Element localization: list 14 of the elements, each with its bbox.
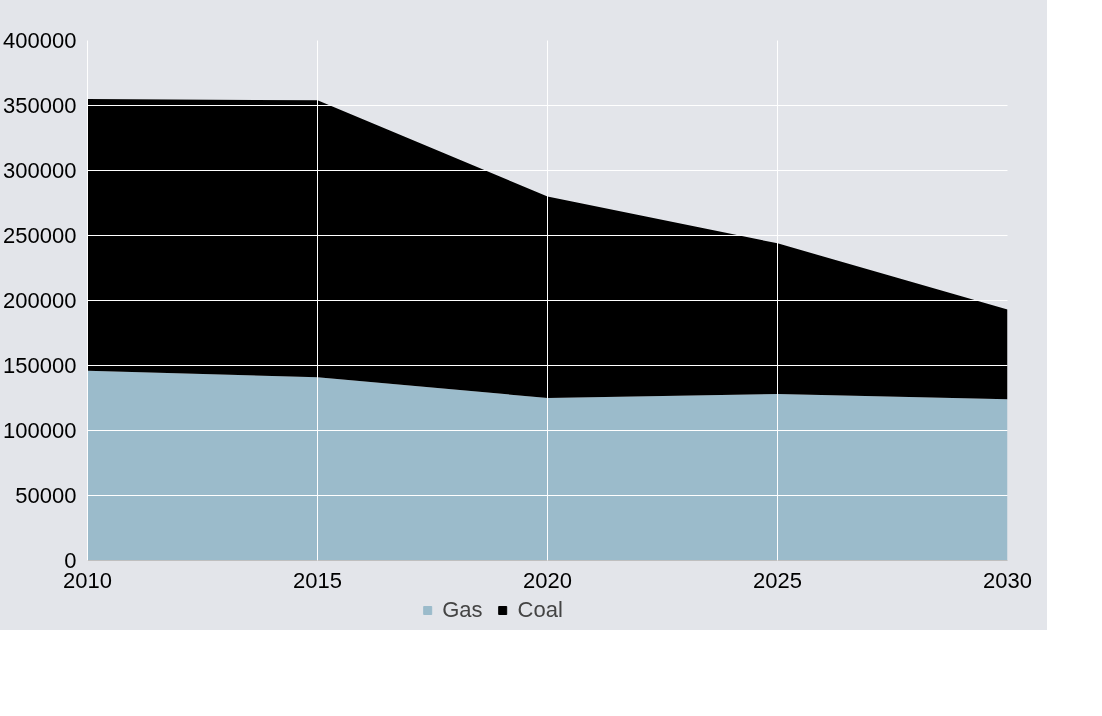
y-tick-label: 400000: [3, 28, 77, 53]
legend-label: Coal: [517, 597, 563, 623]
legend-label: Gas: [442, 597, 483, 623]
y-tick-label: 50000: [15, 483, 77, 508]
y-tick-label: 150000: [3, 353, 77, 378]
y-tick-label: 350000: [3, 93, 77, 118]
x-tick-label: 2020: [523, 567, 572, 593]
y-tick-label: 250000: [3, 223, 77, 248]
y-tick-label: 200000: [3, 288, 77, 313]
x-tick-label: 2030: [983, 567, 1032, 593]
y-tick-label: 100000: [3, 418, 77, 443]
x-tick-label: 2015: [293, 567, 342, 593]
x-tick-label: 2025: [753, 567, 802, 593]
y-tick-label: 300000: [3, 158, 77, 183]
